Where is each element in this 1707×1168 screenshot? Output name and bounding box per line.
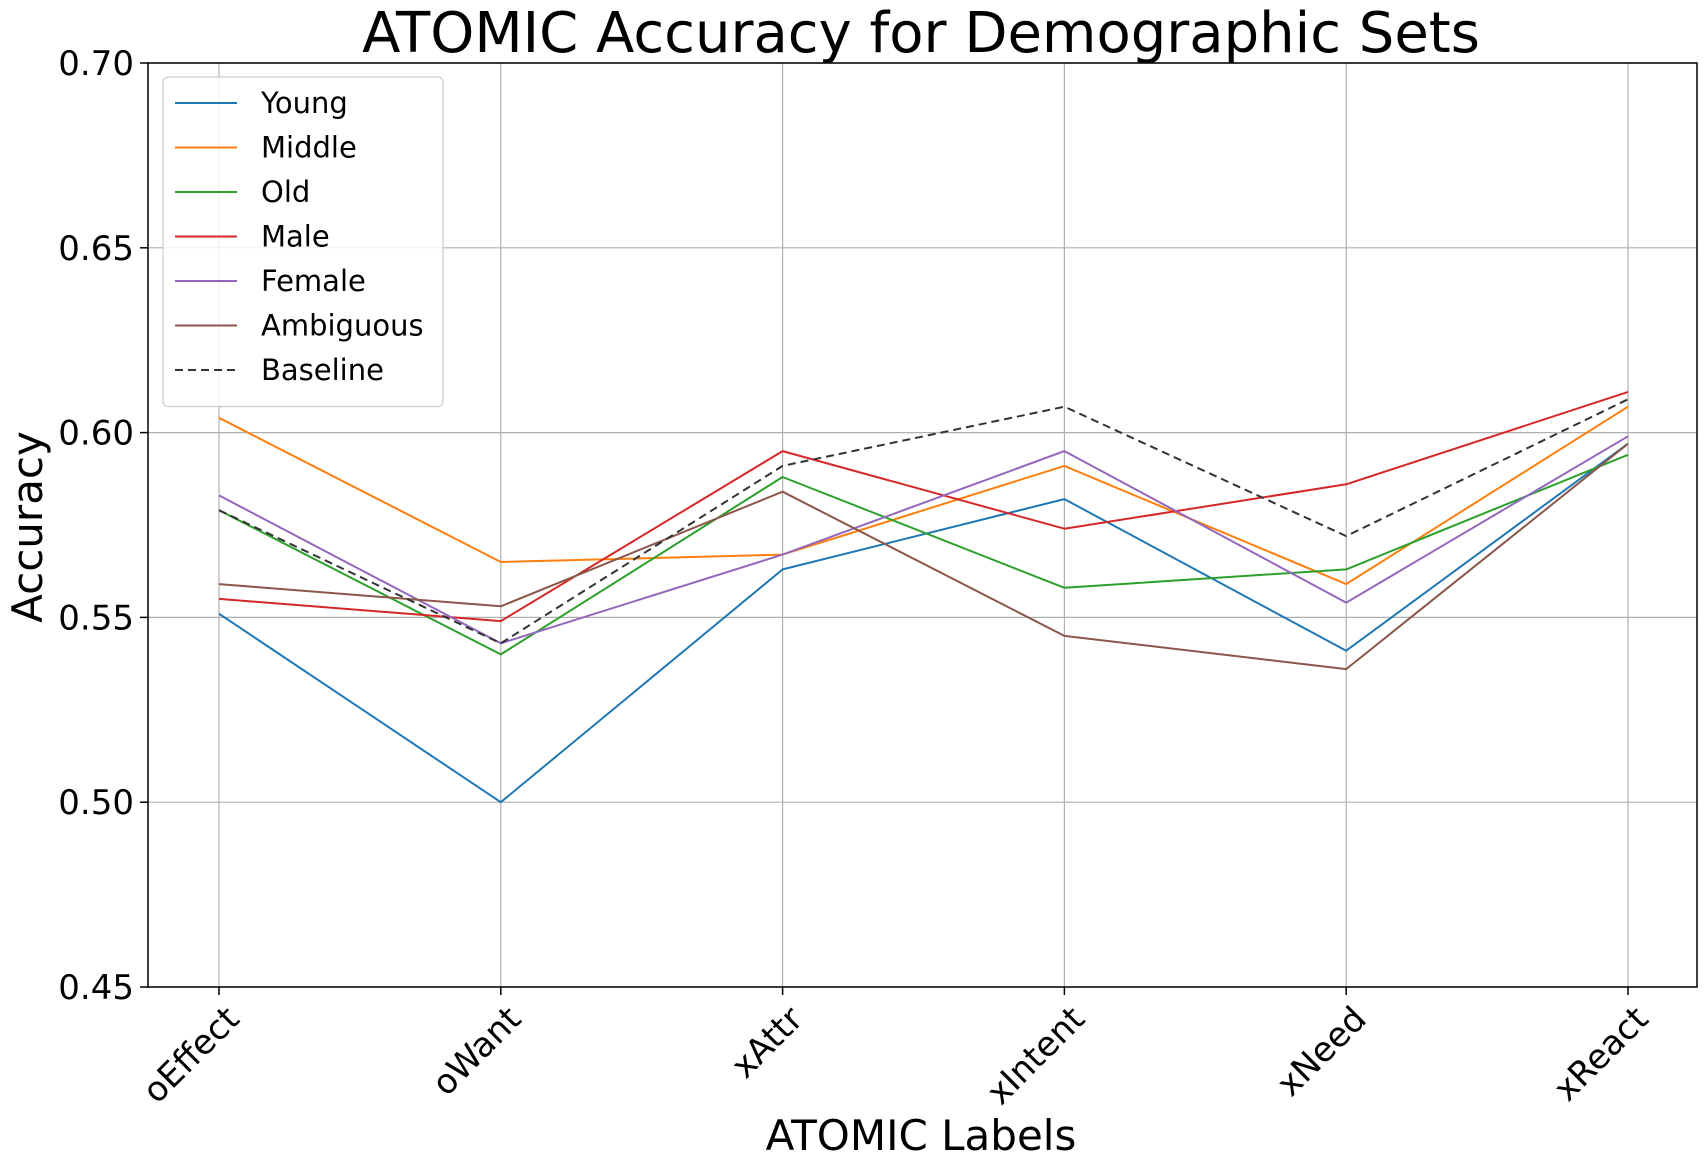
series-line-male: [218, 390, 1629, 623]
x-tick-label: xNeed: [1269, 999, 1374, 1104]
legend: Young Middle Old Male Female Ambiguous Baselin…: [162, 76, 444, 408]
x-tick-label: oWant: [425, 999, 530, 1104]
legend-label: Baseline: [261, 353, 384, 387]
x-tick-label: oEffect: [135, 999, 247, 1111]
legend-frame: [162, 76, 444, 408]
series-line-middle: [218, 405, 1629, 586]
legend-label: Middle: [261, 131, 357, 165]
series-line-female: [218, 435, 1629, 645]
legend-label: Young: [260, 86, 348, 120]
legend-label: Male: [261, 220, 330, 254]
y-tick-label: 0.70: [58, 44, 134, 84]
x-tick-label: xIntent: [979, 999, 1093, 1113]
chart-title: ATOMIC Accuracy for Demographic Sets: [362, 1, 1480, 66]
y-axis-label: Accuracy: [3, 431, 52, 623]
y-tick-label: 0.50: [58, 783, 134, 823]
series-line-ambiguous: [218, 442, 1629, 671]
series-line-young: [218, 442, 1629, 804]
series-layer: [218, 390, 1629, 804]
legend-label: Old: [261, 175, 310, 209]
y-tick-label: 0.55: [58, 598, 134, 638]
series-line-baseline: [218, 398, 1629, 645]
y-tick-label: 0.45: [58, 968, 134, 1008]
legend-label: Ambiguous: [261, 309, 424, 343]
series-line-old: [218, 453, 1629, 656]
plot-frame: [147, 62, 1698, 988]
y-tick-label: 0.60: [58, 414, 134, 454]
x-tick-label: xReact: [1546, 999, 1656, 1109]
x-axis-label: ATOMIC Labels: [766, 1111, 1077, 1160]
x-tick-label: xAttr: [724, 999, 811, 1086]
legend-label: Female: [261, 264, 366, 298]
y-tick-label: 0.65: [58, 229, 134, 269]
